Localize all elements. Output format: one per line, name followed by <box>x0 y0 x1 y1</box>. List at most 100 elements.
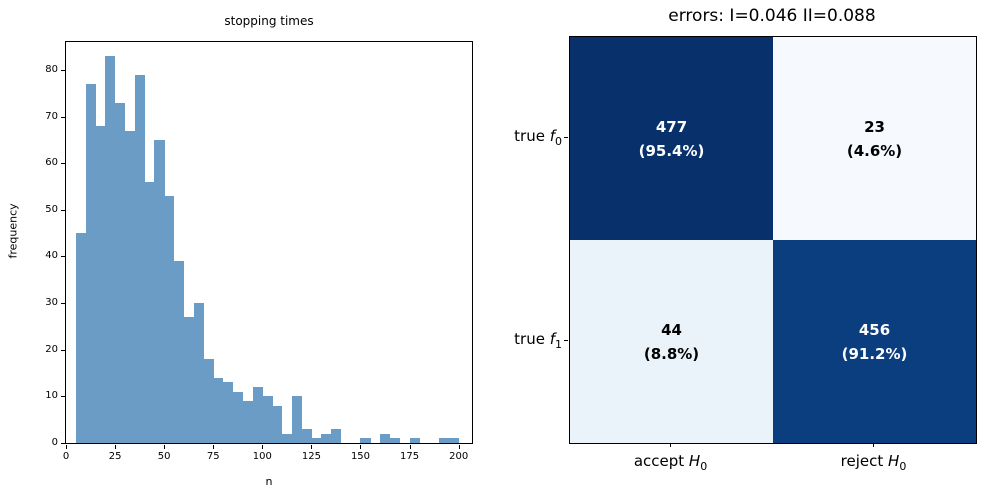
histogram-bar <box>95 125 106 443</box>
histogram-bar <box>321 433 332 443</box>
y-axis-tick-label: 30 <box>45 297 58 309</box>
histogram-plot-area: 0 25 50 75 100 125 150 175 200 0 10 20 30 40 50 60 70 80 <box>45 41 473 462</box>
y-axis-tick <box>61 396 65 398</box>
col-label-var: H <box>688 452 701 470</box>
cell-percent: (91.2%) <box>841 344 908 363</box>
x-axis-tick <box>115 445 117 449</box>
x-axis-tick <box>66 445 67 449</box>
y-axis-tick-label: 10 <box>45 390 58 402</box>
cell-percent: (95.4%) <box>638 141 705 160</box>
y-axis-tick <box>61 349 65 351</box>
y-axis-tick <box>61 303 65 305</box>
x-axis-tick-label: 200 <box>449 451 469 462</box>
cell-percent: (4.6%) <box>846 141 903 160</box>
histogram-panel: stopping times 0 25 50 75 100 125 150 175 200 0 10… <box>6 14 473 488</box>
x-axis-tick-label: 75 <box>206 451 220 462</box>
x-axis-tick-label: 125 <box>301 451 321 462</box>
histogram-bar <box>380 433 391 443</box>
col-tick-accept <box>670 443 671 447</box>
y-axis-tick-label: 20 <box>45 343 58 355</box>
y-axis-tick-label: 70 <box>45 110 58 122</box>
histogram-bar <box>301 429 312 443</box>
col-label-prefix: accept <box>633 452 689 470</box>
row-label-true-f1: true f1 <box>492 330 562 351</box>
x-axis-tick <box>262 445 264 449</box>
x-axis-tick <box>164 445 166 449</box>
histogram-xlabel: n <box>265 475 273 488</box>
row-label-prefix: true <box>514 127 550 145</box>
y-axis-tick-label: 0 <box>51 437 58 448</box>
histogram-bar <box>105 56 116 443</box>
x-axis-tick <box>213 445 215 449</box>
histogram-bar <box>311 438 322 443</box>
y-axis-tick-label: 60 <box>45 157 58 169</box>
row-tick-f1 <box>564 340 568 341</box>
confusion-matrix-panel: errors: I=0.046 II=0.088 477 (95.4%) 23 … <box>492 0 984 496</box>
histogram-bar <box>134 74 145 443</box>
histogram-bar <box>154 139 165 443</box>
histogram-bar <box>85 83 96 443</box>
cell-count: 477 <box>655 117 688 136</box>
histogram-bar <box>242 401 253 443</box>
x-axis-tick-label: 25 <box>108 451 122 462</box>
col-label-prefix: reject <box>840 452 889 470</box>
col-label-accept-h0: accept H0 <box>569 452 772 473</box>
histogram-bar <box>173 261 185 443</box>
histogram-bar <box>75 233 87 443</box>
matrix-cell-true-f0-accept: 477 (95.4%) <box>570 37 773 240</box>
row-tick-f0 <box>564 137 568 138</box>
histogram-bar <box>115 102 126 443</box>
x-axis-tick-label: 0 <box>62 451 70 462</box>
col-label-var: H <box>888 452 900 470</box>
histogram-bar <box>448 438 460 443</box>
histogram-bar <box>193 303 204 443</box>
x-axis-tick <box>458 445 460 449</box>
x-axis-tick <box>409 445 411 449</box>
matrix-cell-true-f1-accept: 44 (8.8%) <box>570 240 773 443</box>
row-label-var: f <box>549 330 555 348</box>
histogram-bar <box>213 377 224 443</box>
histogram-bar <box>144 181 155 443</box>
x-axis-tick <box>360 445 362 449</box>
histogram-bar <box>409 438 420 443</box>
confusion-matrix-grid: 477 (95.4%) 23 (4.6%) 44 (8.8%) 456 (91.… <box>569 36 977 444</box>
x-axis-tick-label: 100 <box>252 451 272 462</box>
cell-percent: (8.8%) <box>643 344 700 363</box>
y-axis-tick <box>61 163 65 165</box>
histogram-bar <box>389 438 401 443</box>
histogram-bar <box>331 429 342 443</box>
x-axis-tick-label: 175 <box>400 451 420 462</box>
histogram-bar <box>203 359 214 443</box>
y-axis-tick <box>61 256 65 258</box>
cell-count: 44 <box>661 320 682 339</box>
y-axis-tick-label: 40 <box>45 250 58 262</box>
histogram-bar <box>291 396 302 443</box>
y-axis-tick <box>61 209 65 211</box>
cell-count: 456 <box>858 320 891 339</box>
col-label-reject-h0: reject H0 <box>772 452 975 473</box>
histogram-bar <box>439 438 450 443</box>
cell-count: 23 <box>864 117 885 136</box>
y-axis-tick <box>61 116 65 118</box>
y-axis-tick-label: 50 <box>45 203 58 215</box>
col-label-sub: 0 <box>700 460 708 473</box>
matrix-cell-true-f1-reject: 456 (91.2%) <box>773 240 976 443</box>
row-label-sub: 1 <box>555 338 562 351</box>
histogram-bar <box>281 433 293 443</box>
confusion-matrix-title: errors: I=0.046 II=0.088 <box>668 6 876 26</box>
row-label-sub: 0 <box>555 135 562 148</box>
histogram-bar <box>272 405 283 443</box>
histogram-title: stopping times <box>224 14 314 28</box>
y-axis-tick <box>61 69 65 71</box>
matrix-cell-true-f0-reject: 23 (4.6%) <box>773 37 976 240</box>
x-axis-tick-label: 50 <box>157 451 171 462</box>
y-axis-tick-label: 80 <box>45 63 58 75</box>
row-label-var: f <box>549 127 555 145</box>
row-label-true-f0: true f0 <box>492 127 562 148</box>
col-tick-reject <box>873 443 874 447</box>
histogram-bar <box>360 438 371 443</box>
histogram-ylabel: frequency <box>6 203 20 259</box>
histogram-bar <box>252 387 263 443</box>
histogram-bar <box>223 382 234 443</box>
